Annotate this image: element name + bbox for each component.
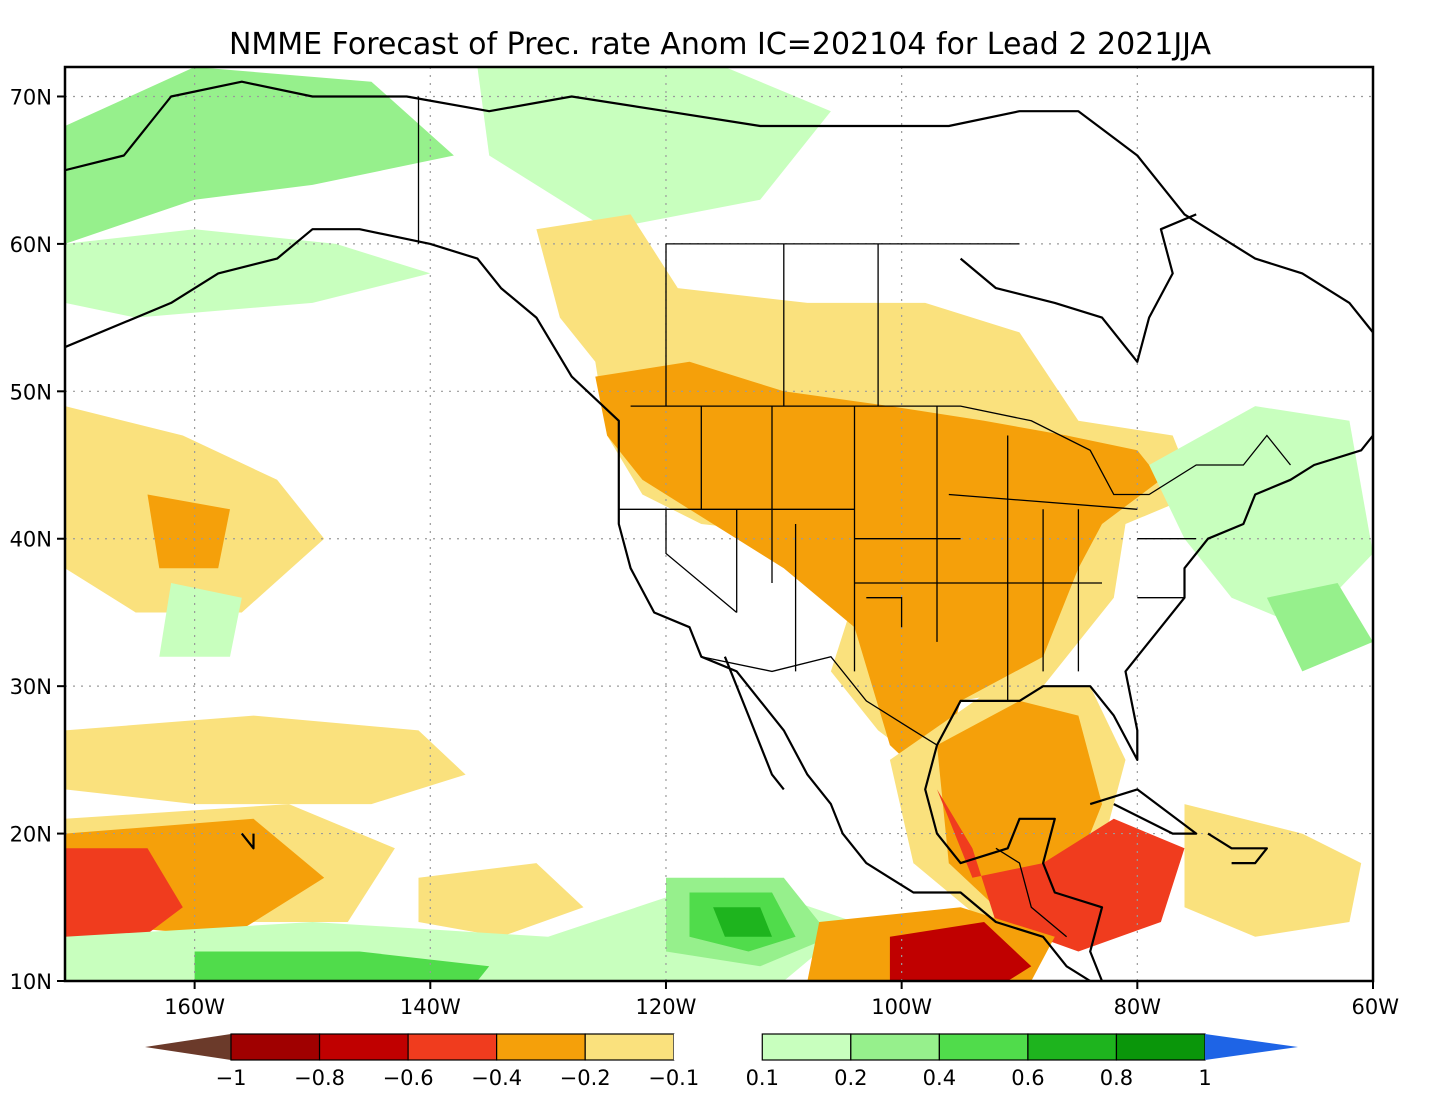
anomaly-region [1266, 583, 1373, 672]
y-tick-label: 30N [10, 675, 52, 699]
colorbar-bin [318, 1033, 409, 1061]
colorbar-label: 1 [1198, 1066, 1211, 1090]
lat-lon-gridlines [65, 67, 1373, 981]
anomaly-region [194, 951, 490, 981]
y-tick-label: 70N [10, 85, 52, 109]
anomaly-region [65, 229, 431, 318]
colorbar-bin [1027, 1033, 1118, 1061]
coastline [959, 213, 1197, 363]
coastline [240, 832, 255, 850]
map-title: NMME Forecast of Prec. rate Anom IC=2021… [229, 27, 1212, 62]
colorbar-bin [584, 1033, 675, 1061]
x-tick-label: 120W [636, 995, 697, 1019]
coastlines [65, 80, 1373, 981]
x-tick-label: 60W [1352, 995, 1400, 1019]
y-tick-label: 40N [10, 528, 52, 552]
colorbar-bin [230, 1033, 321, 1061]
colorbar-label: −0.6 [383, 1066, 434, 1090]
x-tick-label: 80W [1114, 995, 1162, 1019]
x-tick-label: 160W [164, 995, 225, 1019]
anomaly-region [713, 907, 772, 937]
anomaly-region [595, 361, 1161, 790]
colorbar-label: 0.6 [1011, 1066, 1044, 1090]
colorbar-bins [230, 1033, 1206, 1061]
colorbar-bin [407, 1033, 498, 1061]
colorbar-label: −0.4 [471, 1066, 522, 1090]
x-tick-label: 100W [871, 995, 932, 1019]
coastline [1207, 832, 1269, 865]
map-frame [63, 65, 1375, 983]
colorbar-label: −1 [216, 1066, 247, 1090]
colorbar-low-extension [145, 1034, 231, 1060]
colorbar-label: −0.8 [294, 1066, 345, 1090]
colorbar-bin [850, 1033, 940, 1061]
anomaly-region [65, 715, 466, 805]
coastline [1089, 788, 1198, 835]
colorbar-bin [761, 1033, 852, 1061]
border-line [948, 493, 1138, 510]
colorbar-bin [496, 1033, 586, 1061]
y-tick-label: 10N [10, 970, 52, 994]
anomaly-region [1149, 406, 1373, 628]
colorbar-bin [938, 1033, 1029, 1061]
colorbar-label: 0.1 [746, 1066, 779, 1090]
anomaly-region [65, 67, 454, 244]
anomaly-region [159, 583, 242, 657]
colorbar-label: −0.1 [648, 1066, 699, 1090]
colorbar-labels: −1 −0.8 −0.6 −0.4 −0.2 −0.1 0.1 0.2 0.4 0.6 0.8 1 [216, 1066, 1212, 1090]
x-tick-label: 140W [400, 995, 461, 1019]
anomaly-region [418, 863, 584, 937]
coastline [924, 434, 1373, 981]
colorbar-bin [673, 1034, 763, 1060]
border-line [995, 847, 1068, 938]
colorbar: −1 −0.8 −0.6 −0.4 −0.2 −0.1 0.1 0.2 0.4 0.6 0.8 1 [145, 1033, 1298, 1090]
coastline [65, 228, 1091, 981]
latitude-axis: 10N 20N 30N 40N 50N 60N 70N [10, 85, 65, 994]
colorbar-label: 0.8 [1100, 1066, 1133, 1090]
border-line [701, 655, 938, 746]
anomaly-shading [65, 67, 1373, 981]
border-line [866, 597, 903, 628]
colorbar-label: −0.2 [560, 1066, 611, 1090]
anomaly-region [937, 789, 1185, 952]
anomaly-region [147, 494, 230, 569]
coastline [723, 656, 785, 791]
y-tick-label: 60N [10, 233, 52, 257]
y-tick-label: 50N [10, 380, 52, 404]
colorbar-high-extension [1205, 1034, 1298, 1060]
longitude-axis: 160W 140W 120W 100W 80W 60W [164, 981, 1399, 1019]
border-line [665, 509, 738, 613]
anomaly-region [1184, 804, 1362, 937]
anomaly-region [65, 848, 183, 952]
colorbar-bin [1115, 1033, 1206, 1061]
border-line [630, 405, 1292, 496]
coastline [65, 80, 1373, 334]
anomaly-region [477, 67, 831, 230]
colorbar-label: 0.2 [834, 1066, 867, 1090]
anomaly-region [889, 922, 1032, 981]
y-tick-label: 20N [10, 823, 52, 847]
colorbar-label: 0.4 [923, 1066, 956, 1090]
political-borders [417, 96, 1292, 938]
